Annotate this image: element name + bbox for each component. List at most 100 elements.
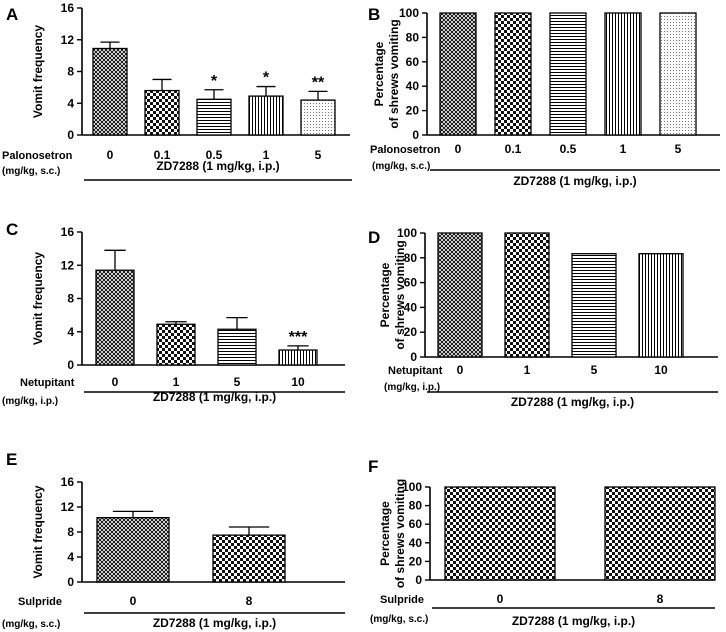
y-axis-label-line-d-1: of shrews vomiting (393, 240, 407, 349)
x-tick-label-e-0: 0 (130, 594, 137, 608)
y-tick-label-b-40: 40 (406, 79, 420, 93)
x-tick-label-d-1: 1 (524, 363, 531, 377)
bar-b-0 (439, 12, 477, 136)
y-tick-label-a-0: 0 (67, 128, 74, 142)
y-axis-label-line-b-0: Percentage (372, 41, 386, 106)
panel-f-label: F (368, 457, 378, 476)
panel-b-label: B (368, 5, 380, 24)
y-tick-label-d-60: 60 (404, 276, 418, 290)
chart-a: 0 4 8 12 16 Vomit frequency 0 0.1 * 0.5 * 1 ** 5 Palon… (2, 1, 352, 181)
x-tick-label-c-2: 5 (234, 375, 241, 389)
x-tick-label-d-3: 10 (654, 363, 668, 377)
x-tick-label-a-1: 0.1 (154, 148, 171, 162)
significance-a-2: * (211, 73, 218, 90)
panel-a-label: A (6, 5, 18, 24)
y-axis-label-d: Percentageof shrews vomiting (378, 240, 407, 349)
bar-b-1 (494, 12, 532, 136)
panel-c-label: C (6, 220, 18, 239)
treatment-unit-c: (mg/kg, i.p.) (2, 396, 58, 407)
treatment-unit-d: (mg/kg, i.p.) (384, 382, 440, 393)
group-label-a: ZD7288 (1 mg/kg, i.p.) (156, 159, 279, 173)
bar-b-4 (659, 12, 697, 136)
y-tick-label-c-0: 0 (67, 358, 74, 372)
y-tick-label-f-60: 60 (409, 517, 423, 531)
y-tick-label-a-16: 16 (61, 1, 75, 15)
y-tick-label-e-0: 0 (67, 575, 74, 589)
x-tick-label-a-2: 0.5 (206, 148, 223, 162)
bar-f-1 (604, 486, 716, 581)
bar-b-2 (549, 12, 587, 136)
x-tick-label-a-4: 5 (315, 148, 322, 162)
y-axis-label-f: Percentageof shrews vomiting (378, 479, 407, 588)
y-tick-label-c-16: 16 (61, 225, 75, 239)
y-tick-label-d-20: 20 (404, 325, 418, 339)
treatment-unit-a: (mg/kg, s.c.) (2, 166, 60, 177)
bar-a-3 (248, 95, 284, 136)
group-label-d: ZD7288 (1 mg/kg, i.p.) (511, 395, 634, 409)
y-tick-label-f-0: 0 (415, 573, 422, 587)
y-axis-label-line-d-0: Percentage (378, 262, 392, 327)
bar-a-1 (144, 89, 180, 136)
y-tick-label-b-100: 100 (399, 6, 419, 20)
y-tick-label-d-0: 0 (410, 350, 417, 364)
x-tick-label-e-1: 8 (246, 594, 253, 608)
y-axis-label-a: Vomit frequency (31, 25, 45, 118)
x-tick-label-c-3: 10 (291, 375, 305, 389)
y-axis-label-b: Percentageof shrews vomiting (372, 19, 401, 128)
y-tick-label-e-16: 16 (61, 475, 75, 489)
y-axis-label-c: Vomit frequency (31, 252, 45, 345)
y-tick-label-d-40: 40 (404, 300, 418, 314)
treatment-label-b: Palonosetron (370, 144, 441, 156)
panel-b: B (368, 5, 380, 24)
x-tick-label-b-3: 1 (620, 142, 627, 156)
panel-a: A (6, 5, 18, 24)
x-tick-label-b-0: 0 (455, 142, 462, 156)
y-tick-label-a-4: 4 (67, 96, 74, 110)
treatment-unit-e: (mg/kg, s.c.) (2, 619, 60, 630)
significance-c-3: *** (289, 329, 308, 346)
y-tick-label-d-80: 80 (404, 251, 418, 265)
y-axis-label-line-b-1: of shrews vomiting (387, 19, 401, 128)
group-label-c: ZD7288 (1 mg/kg, i.p.) (153, 390, 276, 404)
panel-d-label: D (368, 228, 380, 247)
x-tick-label-f-1: 8 (657, 592, 664, 606)
y-tick-label-c-4: 4 (67, 325, 74, 339)
y-tick-label-b-20: 20 (406, 104, 420, 118)
y-tick-label-b-80: 80 (406, 30, 420, 44)
bar-a-4 (300, 99, 336, 136)
x-tick-label-a-3: 1 (263, 148, 270, 162)
group-label-f: ZD7288 (1 mg/kg, i.p.) (512, 614, 635, 628)
panel-f: F (368, 457, 378, 476)
y-tick-label-f-20: 20 (409, 554, 423, 568)
bar-c-2 (217, 328, 257, 366)
y-tick-label-a-12: 12 (61, 33, 75, 47)
treatment-label-f: Sulpride (380, 594, 424, 606)
y-tick-label-f-80: 80 (409, 499, 423, 513)
x-tick-label-c-0: 0 (112, 375, 119, 389)
y-tick-label-b-60: 60 (406, 55, 420, 69)
panel-c: C (6, 220, 18, 239)
bar-c-0 (95, 269, 135, 366)
significance-a-3: * (263, 70, 270, 87)
treatment-label-e: Sulpride (18, 596, 62, 608)
y-tick-label-a-8: 8 (67, 65, 74, 79)
y-tick-label-f-100: 100 (402, 480, 422, 494)
bar-c-3 (278, 349, 318, 366)
y-tick-label-c-8: 8 (67, 292, 74, 306)
panel-d: D (368, 228, 380, 247)
x-tick-label-d-2: 5 (591, 363, 598, 377)
y-axis-label-e: Vomit frequency (31, 485, 45, 578)
y-axis-label-line-f-0: Percentage (378, 501, 392, 566)
y-tick-label-c-12: 12 (61, 258, 75, 272)
bar-f-0 (444, 486, 556, 581)
bar-e-0 (96, 516, 170, 583)
treatment-label-d: Netupitant (388, 365, 443, 377)
treatment-label-c: Netupitant (20, 377, 75, 389)
bar-d-3 (638, 253, 684, 358)
chart-e: 0 4 8 12 16 Vomit frequency 0 8 Sulpride (mg/kg, … (2, 475, 345, 630)
y-tick-label-b-0: 0 (412, 128, 419, 142)
x-tick-label-a-0: 0 (107, 148, 114, 162)
